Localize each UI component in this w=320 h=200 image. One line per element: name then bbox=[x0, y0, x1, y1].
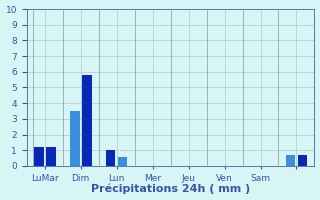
Bar bbox=[106, 150, 116, 166]
Bar bbox=[34, 147, 44, 166]
Bar bbox=[70, 111, 79, 166]
X-axis label: Précipitations 24h ( mm ): Précipitations 24h ( mm ) bbox=[91, 184, 250, 194]
Bar bbox=[46, 147, 56, 166]
Bar bbox=[82, 75, 92, 166]
Bar bbox=[286, 155, 295, 166]
Bar bbox=[298, 155, 307, 166]
Bar bbox=[118, 157, 127, 166]
